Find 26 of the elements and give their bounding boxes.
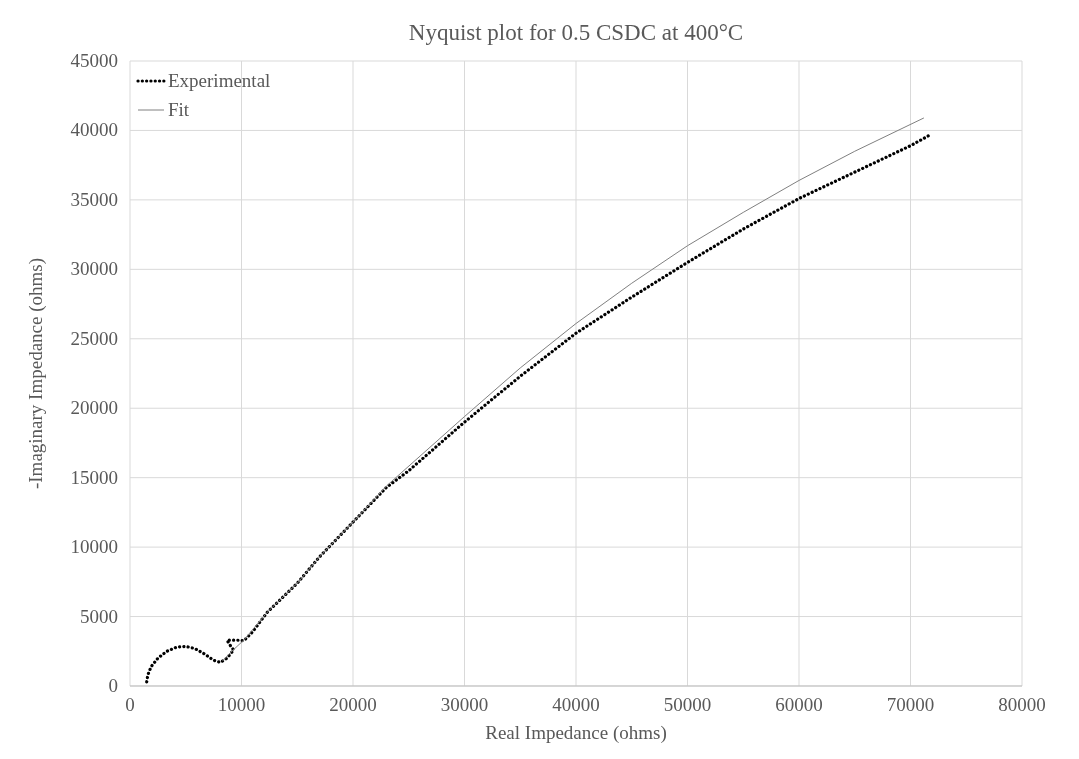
y-tick-label: 20000: [70, 397, 118, 419]
x-tick-label: 10000: [217, 694, 266, 715]
y-tick-label: 35000: [70, 188, 118, 210]
x-tick-label: 30000: [440, 694, 489, 715]
y-tick-label: 15000: [70, 466, 118, 488]
y-tick-label: 30000: [70, 258, 118, 280]
x-tick-label: 20000: [329, 694, 377, 715]
x-tick-label: 60000: [775, 694, 823, 715]
line-series: [145, 133, 933, 684]
legend-label: Experimental: [168, 70, 271, 91]
x-tick-label: 40000: [552, 694, 600, 715]
y-tick-label: 5000: [80, 605, 118, 627]
line-series: [222, 117, 925, 662]
x-tick-label: 50000: [663, 694, 712, 715]
y-tick-label: 40000: [70, 119, 118, 141]
legend-label: Fit: [168, 99, 190, 120]
x-tick-label: 70000: [886, 694, 935, 715]
x-tick-label: 0: [125, 694, 135, 715]
y-tick-label: 25000: [70, 327, 118, 349]
chart-title: Nyquist plot for 0.5 CSDC at 400°C: [408, 20, 744, 45]
y-axis-title: -Imaginary Impedance (ohms): [25, 257, 47, 490]
y-tick-label: 0: [108, 675, 118, 696]
x-tick-label: 80000: [998, 694, 1046, 715]
x-axis-title: Real Impedance (ohms): [485, 722, 667, 744]
y-tick-label: 10000: [70, 536, 118, 558]
y-tick-label: 45000: [70, 50, 118, 71]
